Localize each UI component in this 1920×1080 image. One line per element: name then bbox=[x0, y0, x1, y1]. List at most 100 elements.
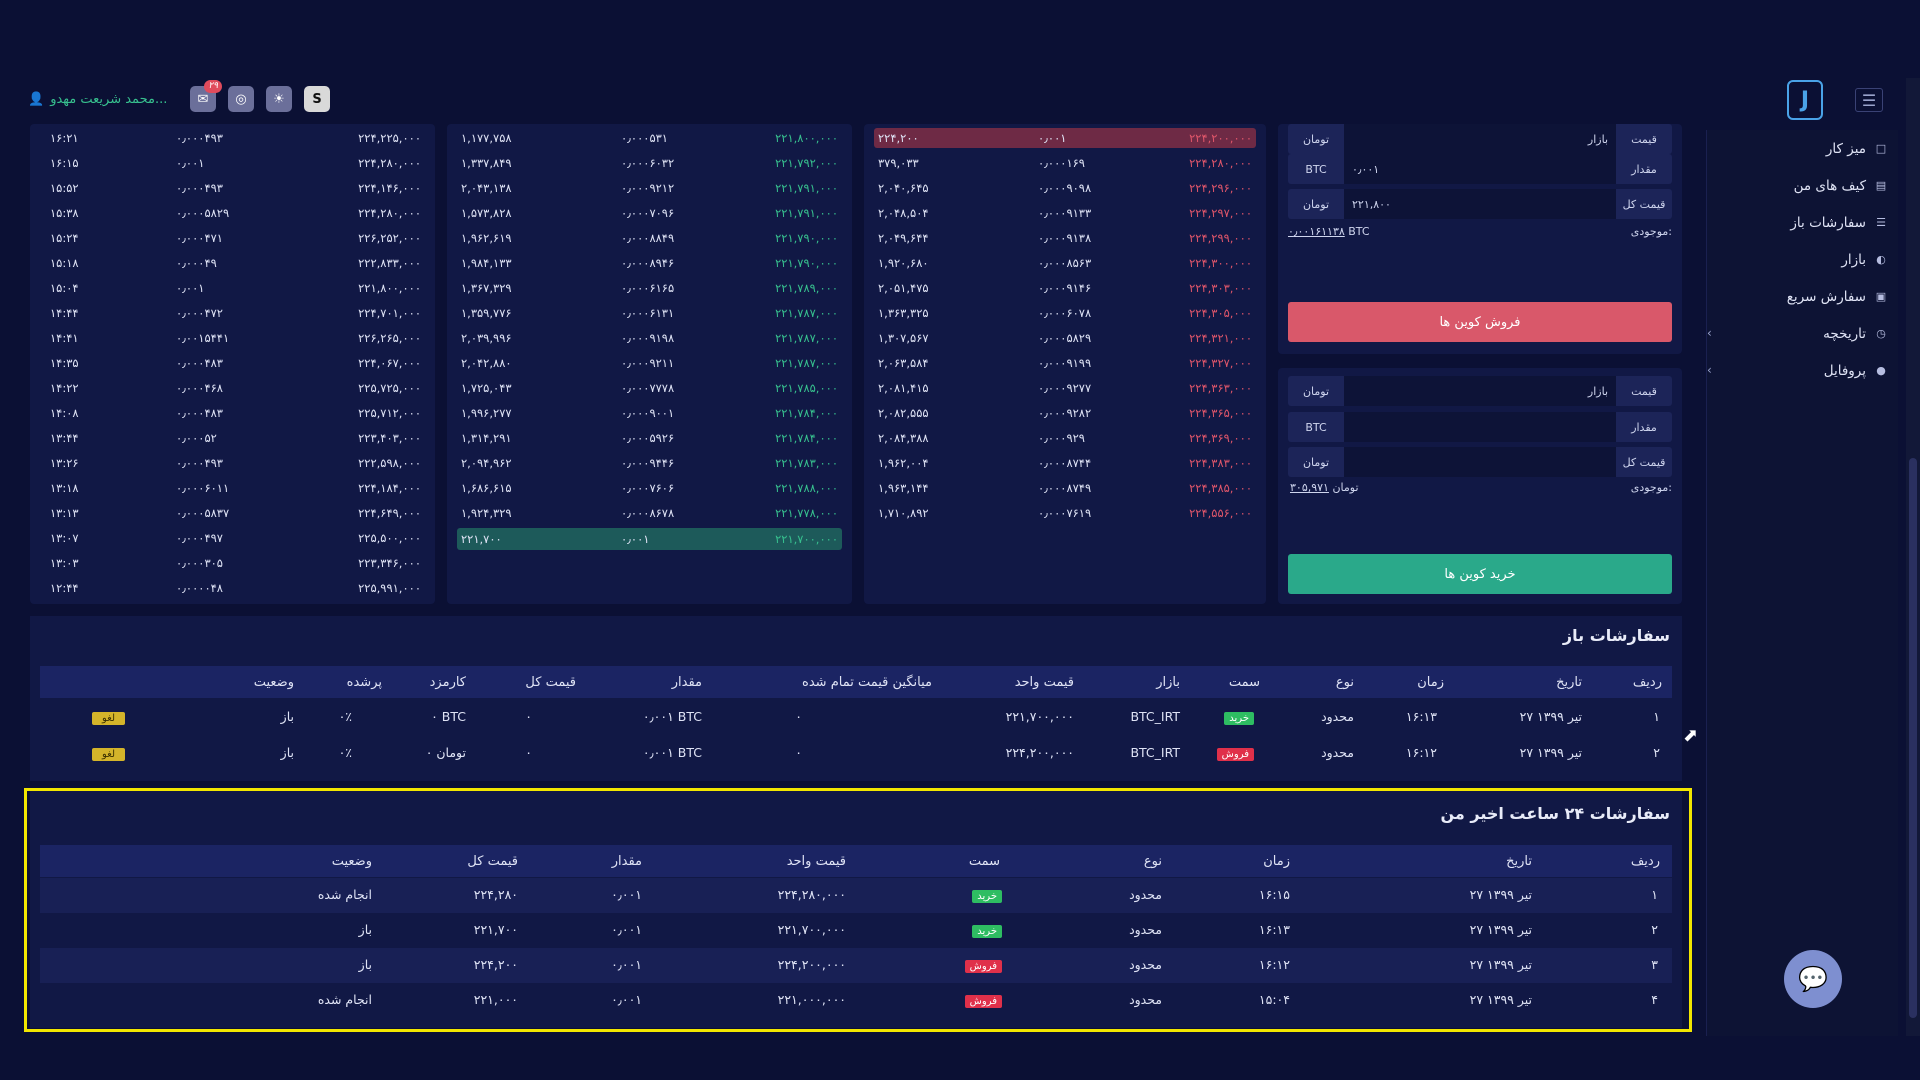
sidebar-item[interactable]: سفارش سریع ▣ bbox=[1707, 278, 1898, 315]
sun-icon[interactable]: ☀ bbox=[266, 86, 292, 112]
buy-order-row[interactable]: ۲,۰۴۳,۱۳۸ ۰٫۰۰۰۹۲۱۲ ۲۲۱,۷۹۱,۰۰۰ bbox=[447, 176, 852, 201]
notification-icon[interactable]: ✉ ۲۹ bbox=[190, 80, 222, 112]
sell-order-row[interactable]: ۲,۰۸۴,۳۸۸ ۰٫۰۰۰۹۲۹ ۲۲۴,۳۶۹,۰۰۰ bbox=[864, 426, 1266, 451]
sell-balance-value[interactable]: ۰٫۰۰۱۶۱۱۳۸ bbox=[1288, 225, 1345, 238]
trade-row[interactable]: ۱۵:۲۴ ۰٫۰۰۰۴۷۱ ۲۲۶,۲۵۲,۰۰۰ bbox=[30, 226, 435, 251]
sell-order-row[interactable]: ۱,۳۶۳,۳۲۵ ۰٫۰۰۰۶۰۷۸ ۲۲۴,۳۰۵,۰۰۰ bbox=[864, 301, 1266, 326]
buy-order-row[interactable]: ۱,۵۷۳,۸۲۸ ۰٫۰۰۰۷۰۹۶ ۲۲۱,۷۹۱,۰۰۰ bbox=[447, 201, 852, 226]
buy-order-row[interactable]: ۲,۰۳۹,۹۹۶ ۰٫۰۰۰۹۱۹۸ ۲۲۱,۷۸۷,۰۰۰ bbox=[447, 326, 852, 351]
buy-order-row[interactable]: ۱,۹۶۲,۶۱۹ ۰٫۰۰۰۸۸۴۹ ۲۲۱,۷۹۰,۰۰۰ bbox=[447, 226, 852, 251]
sidebar-item[interactable]: ‹ تاریخچه ◷ bbox=[1707, 315, 1898, 352]
table-cell: ۰٫۰۰۱ bbox=[611, 992, 642, 1007]
buy-order-cell: ۰٫۰۰۰۶۰۳۲ bbox=[621, 156, 675, 170]
table-row[interactable]: ۲ ۲۷ تیر ۱۳۹۹ ۱۶:۱۳ محدود خرید ۲۲۱,۷۰۰,۰۰۰ ۰٫۰… bbox=[40, 913, 1672, 948]
sell-order-cell: ۲۲۴,۳۶۳,۰۰۰ bbox=[1189, 381, 1252, 395]
buy-order-row[interactable]: ۱,۶۸۶,۶۱۵ ۰٫۰۰۰۷۶۰۶ ۲۲۱,۷۸۸,۰۰۰ bbox=[447, 476, 852, 501]
trade-row[interactable]: ۱۴:۰۸ ۰٫۰۰۰۴۸۳ ۲۲۵,۷۱۲,۰۰۰ bbox=[30, 401, 435, 426]
sell-order-row[interactable]: ۳۷۹,۰۳۳ ۰٫۰۰۰۱۶۹ ۲۲۴,۲۸۰,۰۰۰ bbox=[864, 151, 1266, 176]
buy-order-row[interactable]: ۱,۳۳۷,۸۴۹ ۰٫۰۰۰۶۰۳۲ ۲۲۱,۷۹۲,۰۰۰ bbox=[447, 151, 852, 176]
buy-order-row[interactable]: ۲,۰۴۲,۸۸۰ ۰٫۰۰۰۹۲۱۱ ۲۲۱,۷۸۷,۰۰۰ bbox=[447, 351, 852, 376]
table-row[interactable]: ۳ ۲۷ تیر ۱۳۹۹ ۱۶:۱۲ محدود فروش ۲۲۴,۲۰۰,۰۰۰ ۰٫۰… bbox=[40, 948, 1672, 983]
sell-order-row[interactable]: ۱,۹۶۳,۱۴۴ ۰٫۰۰۰۸۷۴۹ ۲۲۴,۳۸۵,۰۰۰ bbox=[864, 476, 1266, 501]
buy-balance-value[interactable]: ۳۰۵,۹۷۱ bbox=[1290, 481, 1329, 494]
trade-row[interactable]: ۱۴:۴۱ ۰٫۰۰۱۵۴۴۱ ۲۲۶,۲۶۵,۰۰۰ bbox=[30, 326, 435, 351]
sell-price-input[interactable]: بازار bbox=[1344, 124, 1616, 154]
buy-order-row[interactable]: ۱,۹۲۴,۳۲۹ ۰٫۰۰۰۸۶۷۸ ۲۲۱,۷۷۸,۰۰۰ bbox=[447, 501, 852, 526]
trade-row[interactable]: ۱۳:۰۳ ۰٫۰۰۰۳۰۵ ۲۲۳,۳۴۶,۰۰۰ bbox=[30, 551, 435, 576]
sell-order-row[interactable]: ۲,۰۴۰,۶۴۵ ۰٫۰۰۰۹۰۹۸ ۲۲۴,۲۹۶,۰۰۰ bbox=[864, 176, 1266, 201]
sell-order-row[interactable]: ۱,۹۶۲,۰۰۴ ۰٫۰۰۰۸۷۴۴ ۲۲۴,۳۸۳,۰۰۰ bbox=[864, 451, 1266, 476]
sidebar-item[interactable]: کیف های من ▤ bbox=[1707, 167, 1898, 204]
trade-cell: ۲۲۳,۴۰۳,۰۰۰ bbox=[358, 431, 421, 445]
sidebar-item[interactable]: سفارشات باز ☰ bbox=[1707, 204, 1898, 241]
trade-cell: ۲۲۵,۷۲۵,۰۰۰ bbox=[358, 381, 421, 395]
buy-order-row[interactable]: ۱,۱۷۷,۷۵۸ ۰٫۰۰۰۵۳۱ ۲۲۱,۸۰۰,۰۰۰ bbox=[447, 126, 852, 151]
sell-order-row[interactable]: ۱,۳۰۷,۵۶۷ ۰٫۰۰۰۵۸۲۹ ۲۲۴,۳۲۱,۰۰۰ bbox=[864, 326, 1266, 351]
cancel-button-label: لغو bbox=[92, 748, 126, 761]
cancel-button[interactable]: لغو bbox=[92, 745, 126, 761]
table-row[interactable]: ۴ ۲۷ تیر ۱۳۹۹ ۱۵:۰۴ محدود فروش ۲۲۱,۰۰۰,۰۰۰ ۰٫۰… bbox=[40, 983, 1672, 1018]
trade-row[interactable]: ۱۴:۲۲ ۰٫۰۰۰۴۶۸ ۲۲۵,۷۲۵,۰۰۰ bbox=[30, 376, 435, 401]
trade-row[interactable]: ۱۲:۴۴ ۰٫۰۰۰۰۴۸ ۲۲۵,۹۹۱,۰۰۰ bbox=[30, 576, 435, 601]
sell-order-row[interactable]: ۱,۹۲۰,۶۸۰ ۰٫۰۰۰۸۵۶۳ ۲۲۴,۳۰۰,۰۰۰ bbox=[864, 251, 1266, 276]
sidebar-item[interactable]: ‹ پروفایل ● bbox=[1707, 352, 1898, 389]
buy-order-cell: ۲۲۱,۷۹۱,۰۰۰ bbox=[775, 206, 838, 220]
chat-icon[interactable]: 💬 bbox=[1784, 950, 1842, 1008]
sell-coins-button[interactable]: فروش کوین ها bbox=[1288, 302, 1672, 342]
trade-cell: ۱۴:۴۱ bbox=[50, 331, 79, 345]
sell-order-row[interactable]: ۲,۰۵۱,۴۷۵ ۰٫۰۰۰۹۱۴۶ ۲۲۴,۳۰۳,۰۰۰ bbox=[864, 276, 1266, 301]
sell-order-row[interactable]: ۲,۰۸۱,۴۱۵ ۰٫۰۰۰۹۲۷۷ ۲۲۴,۳۶۳,۰۰۰ bbox=[864, 376, 1266, 401]
trade-row[interactable]: ۱۴:۴۴ ۰٫۰۰۰۴۷۲ ۲۲۴,۷۰۱,۰۰۰ bbox=[30, 301, 435, 326]
trade-row[interactable]: ۱۳:۱۳ ۰٫۰۰۰۵۸۳۷ ۲۲۴,۶۴۹,۰۰۰ bbox=[30, 501, 435, 526]
trade-row[interactable]: ۱۴:۳۵ ۰٫۰۰۰۴۸۳ ۲۲۴,۰۶۷,۰۰۰ bbox=[30, 351, 435, 376]
table-row[interactable]: ۱ ۲۷ تیر ۱۳۹۹ ۱۶:۱۵ محدود خرید ۲۲۴,۲۸۰,۰۰۰ ۰٫۰… bbox=[40, 878, 1672, 913]
trade-row[interactable]: ۱۶:۲۱ ۰٫۰۰۰۴۹۳ ۲۲۴,۲۲۵,۰۰۰ bbox=[30, 126, 435, 151]
table-row[interactable]: ۱ ۲۷ تیر ۱۳۹۹ ۱۶:۱۳ محدود خرید BTC_IRT ۲۲۱,۷۰۰… bbox=[40, 700, 1672, 735]
trade-row[interactable]: ۱۵:۱۸ ۰٫۰۰۰۴۹ ۲۲۲,۸۳۳,۰۰۰ bbox=[30, 251, 435, 276]
globe-icon[interactable]: ◎ bbox=[228, 86, 254, 112]
sell-order-highlight-row[interactable]: ۲۲۴,۲۰۰ ۰٫۰۰۱ ۲۲۴,۲۰۰,۰۰۰ bbox=[874, 128, 1256, 148]
sell-order-row[interactable]: ۲,۰۴۸,۵۰۴ ۰٫۰۰۰۹۱۳۳ ۲۲۴,۲۹۷,۰۰۰ bbox=[864, 201, 1266, 226]
buy-order-row[interactable]: ۱,۳۱۴,۲۹۱ ۰٫۰۰۰۵۹۲۶ ۲۲۱,۷۸۴,۰۰۰ bbox=[447, 426, 852, 451]
trade-row[interactable]: ۱۵:۵۲ ۰٫۰۰۰۴۹۳ ۲۲۴,۱۴۶,۰۰۰ bbox=[30, 176, 435, 201]
trade-row[interactable]: ۱۳:۴۴ ۰٫۰۰۰۵۲ ۲۲۳,۴۰۳,۰۰۰ bbox=[30, 426, 435, 451]
buy-amount-input[interactable] bbox=[1344, 412, 1616, 442]
scrollbar-thumb[interactable] bbox=[1909, 458, 1917, 1018]
s-icon[interactable]: S bbox=[304, 86, 330, 112]
buy-amount-label: مقدار bbox=[1616, 412, 1672, 442]
chevron-left-icon[interactable]: ‹ bbox=[1707, 326, 1712, 340]
sell-total-input[interactable]: ۲۲۱,۸۰۰ bbox=[1344, 189, 1616, 219]
buy-order-row[interactable]: ۲,۰۹۴,۹۶۲ ۰٫۰۰۰۹۴۴۶ ۲۲۱,۷۸۳,۰۰۰ bbox=[447, 451, 852, 476]
buy-order-row[interactable]: ۱,۷۲۵,۰۴۳ ۰٫۰۰۰۷۷۷۸ ۲۲۱,۷۸۵,۰۰۰ bbox=[447, 376, 852, 401]
sidebar-item[interactable]: میز کار □ bbox=[1707, 130, 1898, 167]
sell-order-row[interactable]: ۲,۰۸۲,۵۵۵ ۰٫۰۰۰۹۲۸۲ ۲۲۴,۳۶۵,۰۰۰ bbox=[864, 401, 1266, 426]
buy-coins-button[interactable]: خرید کوین ها bbox=[1288, 554, 1672, 594]
cancel-button[interactable]: لغو bbox=[92, 709, 126, 725]
buy-order-row[interactable]: ۱,۳۶۷,۳۲۹ ۰٫۰۰۰۶۱۶۵ ۲۲۱,۷۸۹,۰۰۰ bbox=[447, 276, 852, 301]
logo[interactable]: J bbox=[1787, 80, 1823, 120]
table-cell: محدود bbox=[1129, 992, 1162, 1007]
chevron-left-icon[interactable]: ‹ bbox=[1707, 363, 1712, 377]
buy-order-row[interactable]: ۱,۳۵۹,۷۷۶ ۰٫۰۰۰۶۱۳۱ ۲۲۱,۷۸۷,۰۰۰ bbox=[447, 301, 852, 326]
buy-total-input[interactable] bbox=[1344, 447, 1616, 477]
menu-icon[interactable]: ☰ bbox=[1855, 88, 1883, 112]
trade-row[interactable]: ۱۵:۰۴ ۰٫۰۰۱ ۲۲۱,۸۰۰,۰۰۰ bbox=[30, 276, 435, 301]
sell-amount-input[interactable]: ۰٫۰۰۱ bbox=[1344, 154, 1616, 184]
sell-order-row[interactable]: ۲,۰۴۹,۶۴۴ ۰٫۰۰۰۹۱۳۸ ۲۲۴,۲۹۹,۰۰۰ bbox=[864, 226, 1266, 251]
trade-row[interactable]: ۱۳:۲۶ ۰٫۰۰۰۴۹۳ ۲۲۲,۵۹۸,۰۰۰ bbox=[30, 451, 435, 476]
sidebar-item[interactable]: بازار ◐ bbox=[1707, 241, 1898, 278]
buy-order-row[interactable]: ۱,۹۸۴,۱۳۳ ۰٫۰۰۰۸۹۴۶ ۲۲۱,۷۹۰,۰۰۰ bbox=[447, 251, 852, 276]
sell-order-cell: ۲,۰۸۴,۳۸۸ bbox=[878, 431, 929, 445]
trade-row[interactable]: ۱۵:۳۸ ۰٫۰۰۰۵۸۲۹ ۲۲۴,۲۸۰,۰۰۰ bbox=[30, 201, 435, 226]
user-menu[interactable]: 👤 محمد شریعت مهدو... bbox=[28, 92, 167, 107]
sell-order-row[interactable]: ۱,۷۱۰,۸۹۲ ۰٫۰۰۰۷۶۱۹ ۲۲۴,۵۵۶,۰۰۰ bbox=[864, 501, 1266, 526]
buy-price-input[interactable]: بازار bbox=[1344, 376, 1616, 406]
buy-order-row[interactable]: ۱,۹۹۶,۲۷۷ ۰٫۰۰۰۹۰۰۱ ۲۲۱,۷۸۴,۰۰۰ bbox=[447, 401, 852, 426]
buy-order-highlight-row[interactable]: ۲۲۱,۷۰۰ ۰٫۰۰۱ ۲۲۱,۷۰۰,۰۰۰ bbox=[457, 528, 842, 550]
trade-row[interactable]: ۱۳:۰۷ ۰٫۰۰۰۴۹۷ ۲۲۵,۵۰۰,۰۰۰ bbox=[30, 526, 435, 551]
table-row[interactable]: ۲ ۲۷ تیر ۱۳۹۹ ۱۶:۱۲ محدود فروش BTC_IRT ۲۲۴,۲۰۰… bbox=[40, 736, 1672, 771]
page-scrollbar[interactable] bbox=[1906, 78, 1920, 1036]
trade-row[interactable]: ۱۳:۱۸ ۰٫۰۰۰۶۰۱۱ ۲۲۴,۱۸۴,۰۰۰ bbox=[30, 476, 435, 501]
sell-order-row[interactable]: ۲,۰۶۳,۵۸۴ ۰٫۰۰۰۹۱۹۹ ۲۲۴,۳۲۷,۰۰۰ bbox=[864, 351, 1266, 376]
trade-row[interactable]: ۱۶:۱۵ ۰٫۰۰۱ ۲۲۴,۲۸۰,۰۰۰ bbox=[30, 151, 435, 176]
